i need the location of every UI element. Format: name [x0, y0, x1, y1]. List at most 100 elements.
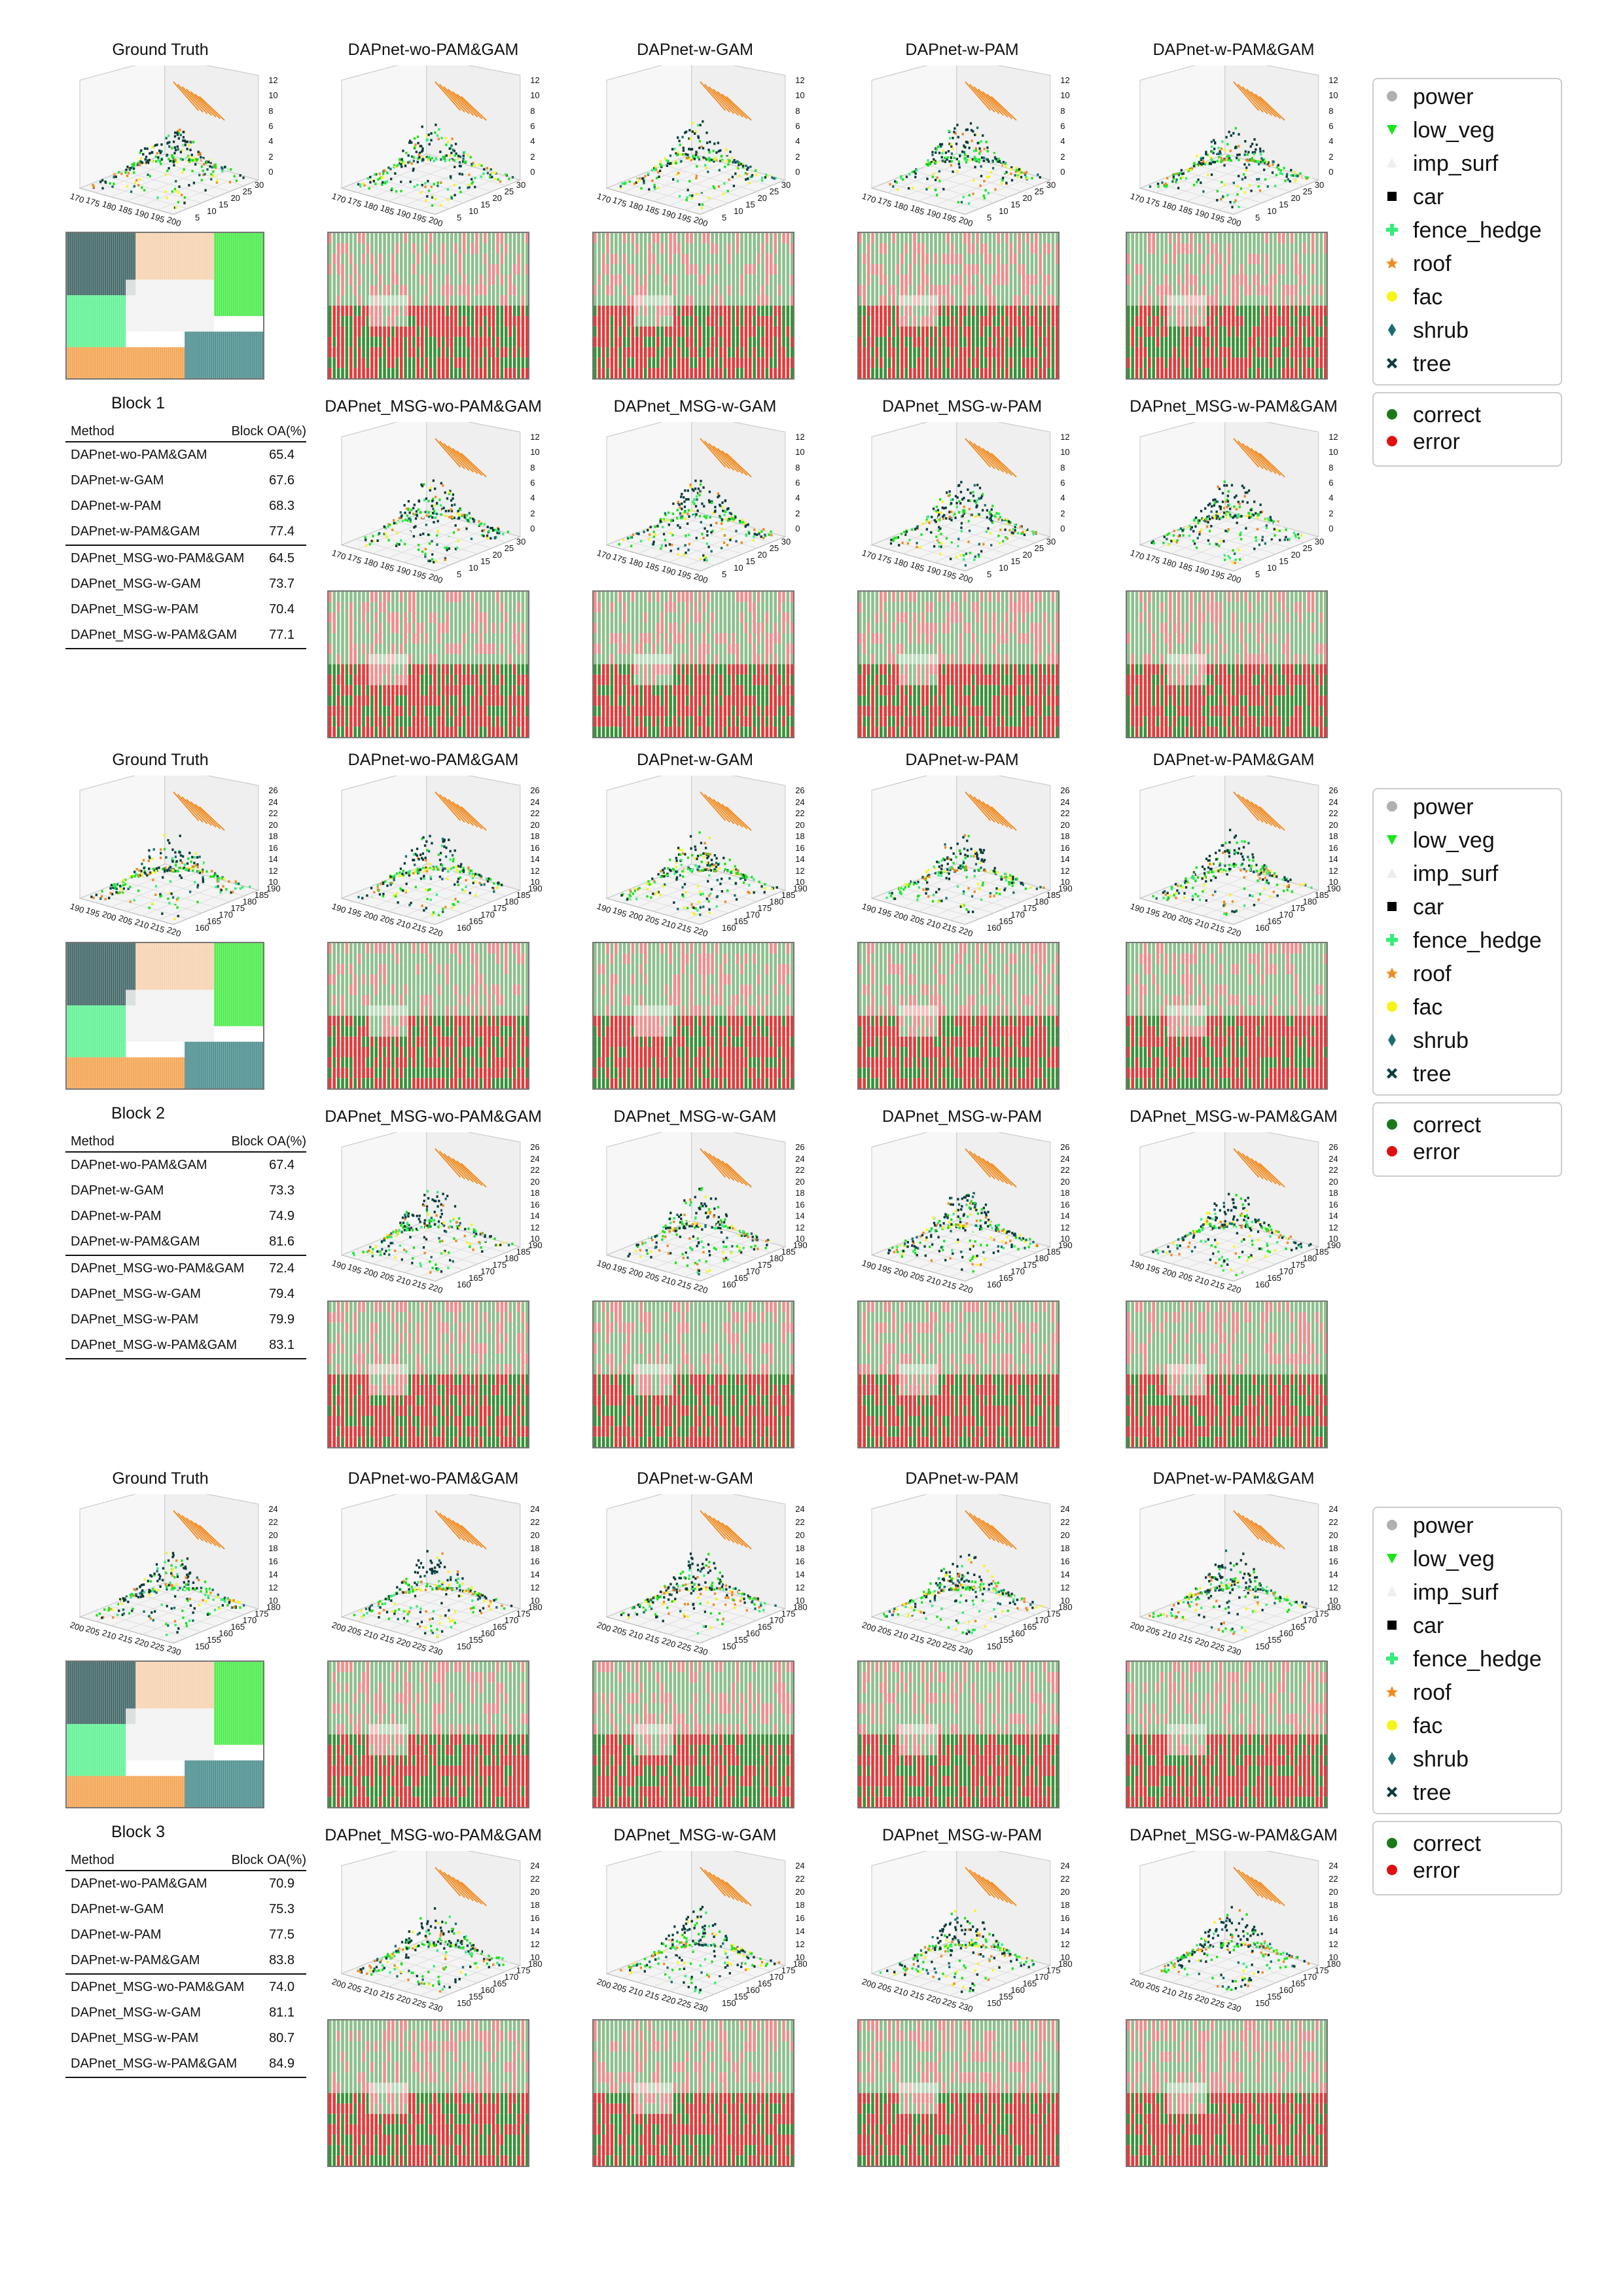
- z-tick-label: 18: [1060, 1543, 1069, 1553]
- z-tick-label: 16: [1329, 1556, 1338, 1566]
- prediction-3d-plot: [1126, 776, 1342, 939]
- y-tick-label: 30: [516, 180, 526, 190]
- z-tick-label: 6: [268, 121, 273, 131]
- table-row: DAPnet_MSG-wo-PAM&GAM 72.4: [65, 1255, 306, 1282]
- z-tick-label: 24: [1060, 1154, 1069, 1164]
- z-tick-label: 20: [795, 820, 804, 830]
- y-tick-label: 160: [1255, 1280, 1270, 1289]
- table-row: DAPnet-w-PAM&GAM 77.4: [65, 519, 306, 545]
- y-tick-label: 155: [999, 1992, 1013, 2001]
- z-tick-label: 12: [795, 432, 804, 442]
- column-header-oa: Block OA(%): [232, 424, 306, 439]
- y-tick-label: 190: [793, 1240, 808, 1250]
- y-tick-label: 20: [1022, 193, 1031, 203]
- z-tick-label: 10: [1329, 1596, 1338, 1605]
- model-title: DAPnet_MSG-w-GAM: [564, 1107, 826, 1126]
- method-cell: DAPnet-w-PAM: [71, 499, 162, 514]
- y-tick-label: 190: [1327, 884, 1341, 893]
- y-tick-label: 25: [1303, 187, 1312, 196]
- z-tick-label: 10: [530, 877, 539, 887]
- y-tick-label: 170: [1279, 1266, 1293, 1276]
- z-tick-label: 16: [1060, 1913, 1069, 1923]
- z-tick-label: 14: [530, 854, 539, 864]
- method-cell: DAPnet_MSG-w-GAM: [71, 2005, 201, 2020]
- z-tick-label: 6: [1060, 121, 1065, 131]
- y-tick-label: 30: [781, 180, 791, 190]
- legend-label: low_veg: [1413, 1547, 1495, 1572]
- y-tick-label: 175: [516, 1965, 531, 1975]
- triangle-up-icon: [1385, 156, 1399, 170]
- circle-icon: [1385, 1118, 1399, 1131]
- z-tick-label: 14: [795, 1570, 804, 1579]
- method-cell: DAPnet_MSG-w-PAM&GAM: [71, 2056, 237, 2072]
- y-tick-label: 10: [734, 206, 743, 216]
- table-header: Method Block OA(%): [65, 1129, 306, 1153]
- method-cell: DAPnet_MSG-w-GAM: [71, 1287, 201, 1302]
- z-tick-label: 4: [1329, 136, 1333, 146]
- z-tick-label: 0: [1329, 524, 1333, 533]
- status-legend: correct error: [1372, 392, 1562, 467]
- y-tick-label: 175: [1022, 903, 1037, 913]
- z-tick-label: 8: [268, 106, 273, 116]
- table-row: DAPnet-w-PAM&GAM 81.6: [65, 1229, 306, 1255]
- legend-item: low_veg: [1374, 113, 1561, 146]
- z-tick-label: 2: [268, 152, 273, 162]
- prediction-3d-plot: [1126, 1851, 1342, 2015]
- table-header: Method Block OA(%): [65, 1848, 306, 1871]
- z-tick-label: 22: [1060, 1874, 1069, 1884]
- z-tick-label: 2: [1329, 152, 1333, 162]
- y-tick-label: 165: [1022, 1979, 1037, 1988]
- z-tick-label: 14: [1060, 1926, 1069, 1936]
- z-tick-label: 24: [795, 1504, 804, 1514]
- z-tick-label: 20: [1060, 1887, 1069, 1897]
- z-tick-label: 12: [530, 432, 539, 442]
- class-legend: power low_veg imp_surf car fence_hedge roof fa…: [1372, 78, 1562, 386]
- z-tick-label: 18: [530, 831, 539, 841]
- z-tick-label: 20: [1060, 820, 1069, 830]
- legend-label: car: [1413, 1613, 1444, 1639]
- y-tick-label: 175: [255, 1609, 269, 1619]
- z-tick-label: 26: [1060, 785, 1069, 795]
- legend-label: fence_hedge: [1413, 928, 1542, 954]
- prediction-3d-plot: [327, 422, 543, 586]
- y-tick-label: 5: [722, 569, 726, 579]
- model-title: DAPnet-wo-PAM&GAM: [302, 751, 564, 770]
- z-tick-label: 26: [530, 1142, 539, 1152]
- z-tick-label: 18: [1329, 831, 1338, 841]
- z-tick-label: 12: [795, 866, 804, 876]
- method-cell: DAPnet_MSG-wo-PAM&GAM: [71, 1980, 244, 1995]
- y-tick-label: 180: [528, 1959, 543, 1969]
- legend-item: error: [1374, 427, 1561, 454]
- y-tick-label: 165: [469, 916, 483, 926]
- y-tick-label: 30: [1315, 537, 1324, 547]
- square-icon: [1385, 190, 1399, 203]
- model-title: DAPnet-w-PAM: [831, 41, 1093, 60]
- z-tick-label: 10: [1060, 1952, 1069, 1962]
- y-tick-label: 180: [770, 897, 784, 906]
- error-map-top-view: [857, 590, 1060, 738]
- table-row: DAPnet_MSG-w-PAM&GAM 83.1: [65, 1333, 306, 1359]
- ground-truth-3d-plot: [65, 65, 281, 229]
- z-tick-label: 10: [795, 90, 804, 100]
- legend-label: error: [1413, 1858, 1460, 1884]
- y-tick-label: 25: [1035, 543, 1044, 553]
- y-tick-label: 25: [770, 187, 779, 196]
- legend-label: roof: [1413, 1680, 1452, 1706]
- z-tick-label: 20: [1060, 1530, 1069, 1540]
- legend-label: fac: [1413, 285, 1442, 310]
- z-tick-label: 10: [530, 447, 539, 457]
- z-tick-label: 16: [530, 1913, 539, 1923]
- y-tick-label: 180: [1327, 1959, 1341, 1969]
- z-tick-label: 12: [530, 866, 539, 876]
- ground-truth-3d-plot: [65, 1494, 281, 1658]
- circle-icon: [1385, 800, 1399, 813]
- model-title: DAPnet_MSG-wo-PAM&GAM: [302, 397, 564, 416]
- legend-label: roof: [1413, 251, 1452, 277]
- z-tick-label: 10: [1329, 447, 1338, 457]
- z-tick-label: 12: [795, 75, 804, 85]
- y-tick-label: 175: [1046, 1965, 1061, 1975]
- z-tick-label: 0: [1060, 524, 1065, 533]
- oa-cell: 77.5: [269, 1928, 294, 1943]
- prediction-3d-plot: [592, 1494, 808, 1658]
- legend-item: power: [1374, 79, 1561, 113]
